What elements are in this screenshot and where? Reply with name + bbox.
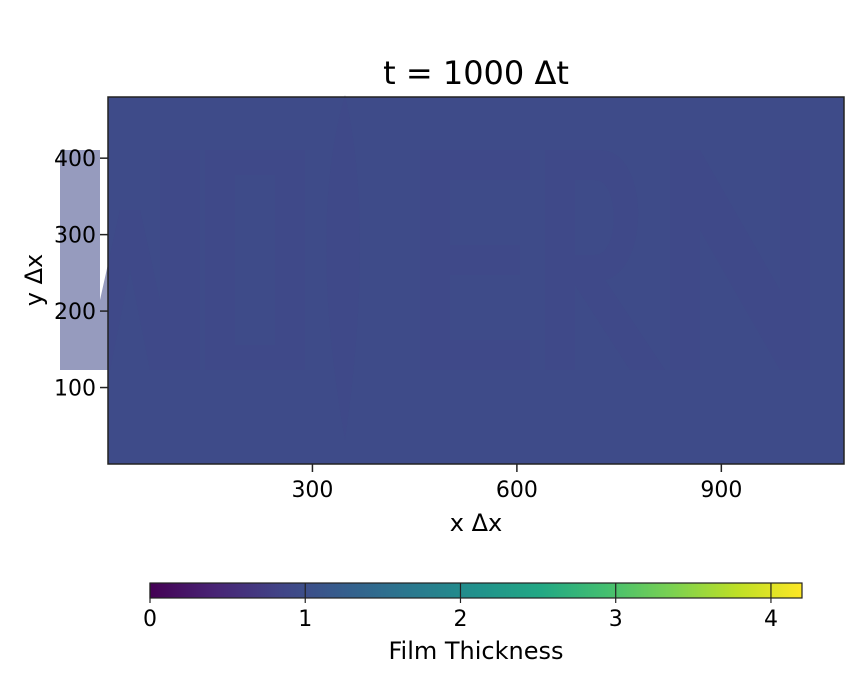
y-tick-label: 400 [54,147,96,172]
colorbar-label: Film Thickness [388,637,563,665]
x-tick-label: 300 [291,478,333,503]
y-axis-ticks: 100 200 300 400 [54,147,108,402]
pattern-shape-2 [205,150,305,370]
x-tick-label: 900 [700,478,742,503]
x-tick-label: 600 [496,478,538,503]
y-tick-label: 100 [54,377,96,402]
pattern-shape-5 [545,150,665,370]
colorbar-tick-label: 3 [609,607,623,632]
plot-area [60,95,845,465]
colorbar-ticks: 0 1 2 3 4 [143,583,778,632]
x-axis-label: x Δx [450,509,502,537]
pattern-shape-3 [326,95,360,440]
plot-frame [107,96,845,465]
chart-title: t = 1000 Δt [383,54,569,92]
colorbar-tick-label: 0 [143,607,157,632]
y-axis-label: y Δx [20,254,48,306]
colorbar-tick-label: 4 [764,607,778,632]
heatmap-pattern [60,95,810,440]
y-tick-label: 300 [54,224,96,249]
colorbar-tick-label: 1 [298,607,312,632]
x-axis-ticks: 300 600 900 [291,464,742,503]
y-tick-label: 200 [54,300,96,325]
colorbar-gradient [149,582,803,599]
colorbar-tick-label: 2 [453,607,467,632]
colorbar: 0 1 2 3 4 Film Thickness [143,582,803,665]
pattern-shape-4 [420,150,530,370]
pattern-shape-1 [60,150,200,370]
pattern-shape-6 [670,150,810,370]
